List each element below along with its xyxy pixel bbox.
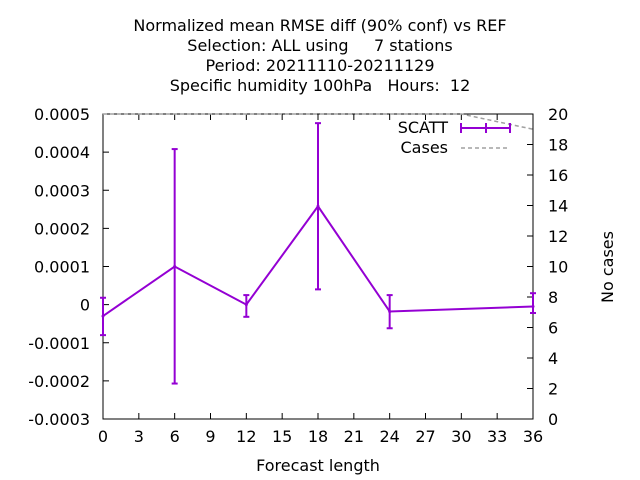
- title-line-1: Normalized mean RMSE diff (90% conf) vs …: [133, 16, 507, 35]
- y2-axis-label: No cases: [598, 231, 617, 303]
- cases-series: [103, 113, 534, 130]
- y-tick-label: 0.0003: [34, 181, 90, 200]
- title-line-2: Selection: ALL using 7 stations: [187, 36, 453, 55]
- x-tick-label: 27: [415, 427, 435, 446]
- x-tick-label: 21: [344, 427, 364, 446]
- y-tick-label: -0.0002: [28, 372, 90, 391]
- scatt-point: [531, 305, 535, 309]
- y2-tick-label: 14: [548, 197, 568, 216]
- y-tick-label: 0: [80, 296, 90, 315]
- y-tick-label: -0.0001: [28, 334, 90, 353]
- y2-tick-label: 4: [548, 349, 558, 368]
- y-tick-label: -0.0003: [28, 410, 90, 429]
- x-tick-label: 18: [308, 427, 328, 446]
- scatt-point: [388, 309, 392, 313]
- y2-tick-label: 8: [548, 288, 558, 307]
- scatt-series: [100, 122, 536, 385]
- x-tick-label: 6: [170, 427, 180, 446]
- x-tick-label: 24: [379, 427, 399, 446]
- x-tick-label: 9: [205, 427, 215, 446]
- x-tick-label: 3: [134, 427, 144, 446]
- y2-tick-label: 18: [548, 136, 568, 155]
- legend-label-cases: Cases: [401, 138, 449, 157]
- x-tick-label: 30: [451, 427, 471, 446]
- y2-tick-label: 12: [548, 227, 568, 246]
- x-tick-label: 15: [272, 427, 292, 446]
- scatt-point: [244, 303, 248, 307]
- y2-tick-label: 6: [548, 319, 558, 338]
- x-tick-label: 0: [98, 427, 108, 446]
- y-tick-label: 0.0001: [34, 258, 90, 277]
- scatt-point: [173, 265, 177, 268]
- cases-line: [103, 113, 534, 130]
- x-tick-label: 12: [236, 427, 256, 446]
- legend-label-scatt: SCATT: [398, 118, 449, 137]
- y-tick-label: 0.0005: [34, 105, 90, 124]
- x-tick-label: 36: [523, 427, 543, 446]
- ticks-layer: 0 3 6 9 12 15 18 21 24 27 30 33 360.00050.00040.0003…: [28, 105, 568, 446]
- y-tick-label: 0.0002: [34, 219, 90, 238]
- title-line-3: Period: 20211110-20211129: [205, 56, 435, 75]
- title-line-4: Specific humidity 100hPa Hours: 12: [169, 76, 471, 95]
- y2-tick-label: 0: [548, 410, 558, 429]
- y2-tick-label: 2: [548, 380, 558, 399]
- legend: SCATT Cases: [398, 118, 511, 157]
- x-axis-label: Forecast length: [256, 456, 380, 475]
- x-tick-label: 33: [487, 427, 507, 446]
- y2-tick-label: 16: [548, 166, 568, 185]
- y2-tick-label: 20: [548, 105, 568, 124]
- scatt-point: [101, 314, 105, 318]
- scatt-line: [102, 204, 534, 317]
- y-tick-label: 0.0004: [34, 143, 90, 162]
- scatt-point: [316, 204, 320, 208]
- y2-tick-label: 10: [548, 258, 568, 277]
